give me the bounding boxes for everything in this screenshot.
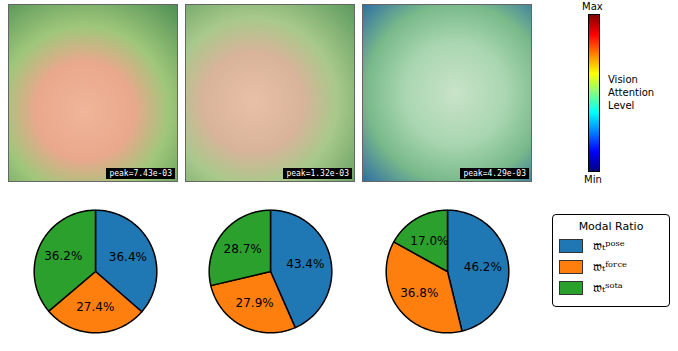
html-text:𝔴ₜˢᵒᵗᵃ: 𝔴ₜˢᵒᵗᵃ [593, 280, 623, 295]
svg-text:36.8%: 36.8% [400, 286, 438, 300]
svg-text:46.2%: 46.2% [464, 260, 502, 274]
svg-text:27.4%: 27.4% [76, 300, 114, 314]
html-text:peak=4.29e-03: peak=4.29e-03 [463, 169, 526, 178]
svg-text:27.9%: 27.9% [236, 296, 274, 310]
html-text:Vision: Vision [608, 74, 638, 85]
html-text:peak=7.43e-03: peak=7.43e-03 [109, 169, 172, 178]
svg-text:36.2%: 36.2% [44, 249, 82, 263]
html-text:Min: Min [584, 174, 602, 185]
html-text:𝔴ₜᶠᵒʳᶜᵉ: 𝔴ₜᶠᵒʳᶜᵉ [593, 259, 628, 274]
svg-text:43.4%: 43.4% [286, 257, 324, 271]
html-text:𝔴ₜᵖᵒˢᵉ: 𝔴ₜᵖᵒˢᵉ [593, 238, 625, 253]
html-text:Max: Max [582, 1, 603, 12]
html-text:Modal Ratio: Modal Ratio [578, 220, 644, 233]
svg-text:28.7%: 28.7% [224, 242, 262, 256]
svg-text:17.0%: 17.0% [410, 234, 448, 248]
svg-text:36.4%: 36.4% [109, 250, 147, 264]
html-text:peak=1.32e-03: peak=1.32e-03 [286, 169, 349, 178]
html-text:Attention: Attention [608, 87, 655, 98]
html-text:Level: Level [608, 100, 635, 111]
